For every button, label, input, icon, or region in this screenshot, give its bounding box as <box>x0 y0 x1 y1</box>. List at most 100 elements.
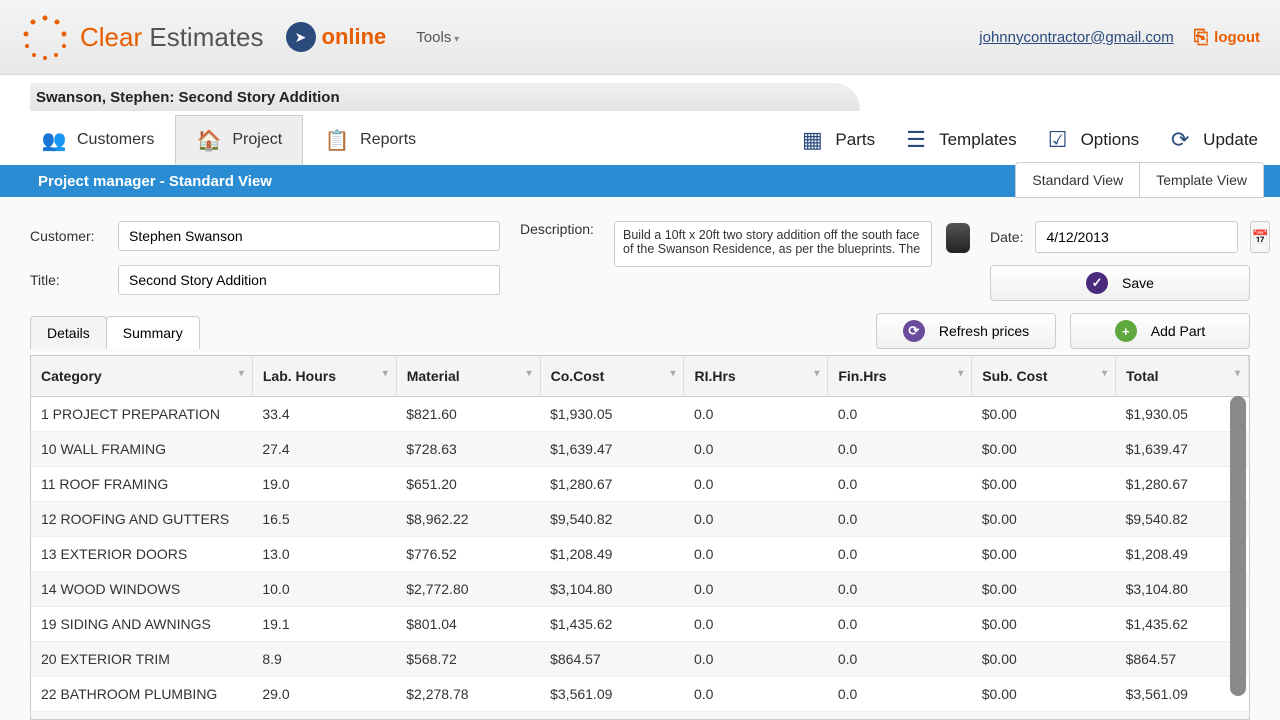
title-label: Title: <box>30 272 104 288</box>
table-cell: $651.20 <box>396 467 540 502</box>
table-cell: 0.0 <box>684 677 828 712</box>
col-header[interactable]: Co.Cost <box>540 356 684 397</box>
table-cell: 12 ROOFING AND GUTTERS <box>31 502 252 537</box>
col-header[interactable]: Sub. Cost <box>972 356 1116 397</box>
add-part-button[interactable]: + Add Part <box>1070 313 1250 349</box>
table-cell: $1,280.67 <box>540 467 684 502</box>
table-cell: $9,540.82 <box>1116 502 1249 537</box>
table-cell: $728.63 <box>396 432 540 467</box>
tab-project[interactable]: 🏠 Project <box>175 115 303 165</box>
nav-update[interactable]: ⟳Update <box>1167 127 1258 153</box>
table-cell: 0.0 <box>684 572 828 607</box>
table-cell: 0.0 <box>684 502 828 537</box>
table-cell: 20 EXTERIOR TRIM <box>31 642 252 677</box>
table-cell: $1,435.62 <box>540 607 684 642</box>
table-cell: 33.4 <box>252 397 396 432</box>
table-cell: 0.0 <box>684 467 828 502</box>
tools-menu[interactable]: Tools <box>416 29 459 46</box>
table-cell: 0.0 <box>828 397 972 432</box>
title-input[interactable] <box>118 265 500 295</box>
table-cell: $2,772.80 <box>396 572 540 607</box>
nav-parts[interactable]: ▦Parts <box>799 127 875 153</box>
table-cell: $3,104.80 <box>1116 572 1249 607</box>
save-button[interactable]: ✓ Save <box>990 265 1250 301</box>
table-row[interactable]: 11 ROOF FRAMING19.0$651.20$1,280.670.00.… <box>31 467 1249 502</box>
table-cell: $864.57 <box>540 642 684 677</box>
table-row[interactable]: 10 WALL FRAMING27.4$728.63$1,639.470.00.… <box>31 432 1249 467</box>
table-row[interactable]: 12 ROOFING AND GUTTERS16.5$8,962.22$9,54… <box>31 502 1249 537</box>
table-cell: 10 WALL FRAMING <box>31 432 252 467</box>
col-header[interactable]: RI.Hrs <box>684 356 828 397</box>
table-cell: $3,481.16 <box>1116 712 1249 720</box>
logo-online: ➤ online <box>286 22 387 52</box>
logo-mark-icon <box>20 12 70 62</box>
send-icon: ➤ <box>286 22 316 52</box>
table-cell: 0.0 <box>684 397 828 432</box>
table-cell: $9,540.82 <box>540 502 684 537</box>
view-tab-template[interactable]: Template View <box>1139 162 1264 198</box>
table-cell: $776.52 <box>396 537 540 572</box>
user-email-link[interactable]: johnnycontractor@gmail.com <box>979 29 1173 46</box>
table-cell: $801.04 <box>396 607 540 642</box>
table-row[interactable]: 13 EXTERIOR DOORS13.0$776.52$1,208.490.0… <box>31 537 1249 572</box>
col-header[interactable]: Lab. Hours <box>252 356 396 397</box>
table-cell: $0.00 <box>972 537 1116 572</box>
summary-table-wrap: CategoryLab. HoursMaterialCo.CostRI.HrsF… <box>30 355 1250 720</box>
table-cell: $2,278.78 <box>396 677 540 712</box>
logo-text: Clear Estimates <box>80 22 264 53</box>
description-label: Description: <box>520 221 600 301</box>
table-cell: $3,104.80 <box>540 572 684 607</box>
logo: Clear Estimates ➤ online <box>20 12 386 62</box>
logout-button[interactable]: ⎘ logout <box>1194 27 1260 48</box>
date-input[interactable] <box>1035 221 1238 253</box>
table-cell: 0.0 <box>828 712 972 720</box>
breadcrumb: Swanson, Stephen: Second Story Addition <box>36 89 340 106</box>
tab-summary[interactable]: Summary <box>106 316 200 349</box>
table-row[interactable]: 19 SIDING AND AWNINGS19.1$801.04$1,435.6… <box>31 607 1249 642</box>
table-cell: $821.60 <box>396 397 540 432</box>
refresh-prices-button[interactable]: ⟳ Refresh prices <box>876 313 1056 349</box>
table-cell: 19 SIDING AND AWNINGS <box>31 607 252 642</box>
description-input[interactable] <box>614 221 932 267</box>
customer-input[interactable] <box>118 221 500 251</box>
calendar-icon: 📅 <box>1251 229 1268 246</box>
tab-details[interactable]: Details <box>30 316 107 349</box>
people-icon: 👥 <box>41 127 67 153</box>
customer-label: Customer: <box>30 228 104 244</box>
view-tab-standard[interactable]: Standard View <box>1015 162 1139 198</box>
table-cell: $1,639.47 <box>540 432 684 467</box>
summary-table: CategoryLab. HoursMaterialCo.CostRI.HrsF… <box>31 356 1249 720</box>
app-header: Clear Estimates ➤ online Tools johnnycon… <box>0 0 1280 75</box>
table-cell: 22.0 <box>252 712 396 720</box>
col-header[interactable]: Material <box>396 356 540 397</box>
nav-templates[interactable]: ☰Templates <box>903 127 1016 153</box>
table-cell: 0.0 <box>828 502 972 537</box>
table-row[interactable]: 1 PROJECT PREPARATION33.4$821.60$1,930.0… <box>31 397 1249 432</box>
check-icon: ☑ <box>1045 127 1071 153</box>
table-cell: 0.0 <box>684 432 828 467</box>
col-header[interactable]: Fin.Hrs <box>828 356 972 397</box>
table-cell: 0.0 <box>828 607 972 642</box>
section-title: Project manager - Standard View <box>38 173 272 190</box>
table-row[interactable]: 23 KITCHEN AND LAUNDRY PLUMBING22.0$2,45… <box>31 712 1249 720</box>
table-cell: 0.0 <box>828 467 972 502</box>
table-cell: 22 BATHROOM PLUMBING <box>31 677 252 712</box>
form-area: Customer: Title: Description: Date: 📅 ✓ … <box>0 197 1280 313</box>
table-cell: 13.0 <box>252 537 396 572</box>
table-cell: $1,280.67 <box>1116 467 1249 502</box>
table-row[interactable]: 22 BATHROOM PLUMBING29.0$2,278.78$3,561.… <box>31 677 1249 712</box>
sub-header: Swanson, Stephen: Second Story Addition … <box>0 75 1280 165</box>
table-cell: $0.00 <box>972 502 1116 537</box>
table-scrollbar[interactable] <box>1230 396 1246 696</box>
table-row[interactable]: 14 WOOD WINDOWS10.0$2,772.80$3,104.800.0… <box>31 572 1249 607</box>
col-header[interactable]: Category <box>31 356 252 397</box>
table-cell: $0.00 <box>972 642 1116 677</box>
calendar-button[interactable]: 📅 <box>1250 221 1269 253</box>
col-header[interactable]: Total <box>1116 356 1249 397</box>
nav-options[interactable]: ☑Options <box>1045 127 1140 153</box>
table-row[interactable]: 20 EXTERIOR TRIM8.9$568.72$864.570.00.0$… <box>31 642 1249 677</box>
description-scroll[interactable] <box>946 223 970 253</box>
tab-customers[interactable]: 👥 Customers <box>20 115 175 165</box>
save-icon: ✓ <box>1086 272 1108 294</box>
tab-reports[interactable]: 📋 Reports <box>303 115 437 165</box>
